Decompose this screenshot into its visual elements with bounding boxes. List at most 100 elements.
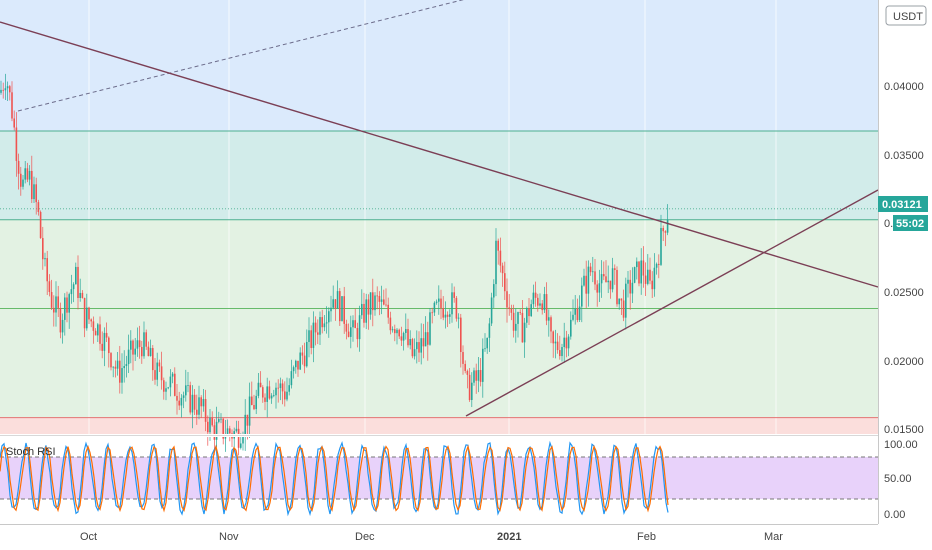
candle-body bbox=[413, 349, 416, 357]
candle-body bbox=[429, 312, 431, 345]
candle-body bbox=[499, 250, 502, 266]
candle-body bbox=[11, 92, 13, 119]
stoch-rsi-pane[interactable]: Stoch RSI bbox=[0, 440, 878, 517]
candle-body bbox=[405, 329, 407, 333]
candle-body bbox=[288, 385, 290, 392]
candle-body bbox=[251, 396, 253, 405]
countdown-badge: 0. 55:02 bbox=[884, 215, 928, 231]
candle-body bbox=[501, 265, 504, 274]
candle-body bbox=[431, 312, 433, 314]
candle-body bbox=[339, 291, 341, 322]
candle-body bbox=[495, 240, 497, 285]
candle-body bbox=[526, 308, 528, 323]
candle-body bbox=[174, 373, 176, 396]
stoch-k-line bbox=[0, 440, 669, 517]
price-axis[interactable]: 0.04000 0.03500 0.02500 0.02000 0.01500 … bbox=[878, 0, 932, 524]
candle-body bbox=[9, 86, 11, 93]
candle-body bbox=[642, 260, 645, 276]
candle-body bbox=[240, 443, 242, 448]
candle-body bbox=[295, 360, 297, 368]
price-zones bbox=[0, 0, 878, 434]
candle-body bbox=[132, 340, 134, 355]
currency-button[interactable]: USDT bbox=[885, 5, 927, 26]
candle-body bbox=[596, 284, 598, 293]
candle-body bbox=[108, 337, 110, 354]
candle-body bbox=[561, 347, 563, 357]
candle-body bbox=[411, 338, 414, 357]
candle-body bbox=[655, 263, 658, 268]
descending-trend-line[interactable] bbox=[0, 21, 879, 288]
candle-body bbox=[2, 89, 4, 91]
candle-body bbox=[90, 319, 92, 322]
candle-body bbox=[420, 338, 422, 353]
candle-body bbox=[61, 319, 64, 333]
candle-body bbox=[457, 317, 460, 319]
candle-body bbox=[658, 263, 660, 265]
candle-body bbox=[556, 341, 559, 351]
countdown-text: 55:02 bbox=[896, 218, 924, 230]
candle-body bbox=[314, 322, 317, 333]
candle-body bbox=[460, 317, 462, 353]
candle-body bbox=[354, 320, 356, 329]
candle-body bbox=[385, 304, 387, 306]
candle-body bbox=[662, 228, 664, 232]
candle-body bbox=[620, 298, 623, 301]
candle-body bbox=[548, 317, 550, 321]
candle-body bbox=[574, 308, 576, 315]
candle-body bbox=[286, 391, 288, 400]
candle-body bbox=[402, 332, 405, 341]
candle-body bbox=[53, 307, 55, 313]
candle-body bbox=[152, 348, 154, 371]
candle-body bbox=[189, 385, 191, 413]
candle-body bbox=[156, 362, 158, 380]
candle-body bbox=[365, 299, 367, 323]
candle-body bbox=[523, 322, 526, 343]
candle-body bbox=[607, 280, 609, 283]
candle-body bbox=[167, 387, 169, 389]
candle-body bbox=[603, 274, 605, 277]
candle-body bbox=[466, 370, 469, 375]
candle-body bbox=[517, 312, 519, 324]
candle-body bbox=[169, 376, 172, 388]
candle-body bbox=[92, 321, 95, 331]
candle-body bbox=[609, 280, 612, 290]
candle-body bbox=[592, 271, 594, 273]
candle-body bbox=[281, 383, 284, 392]
indicator-title[interactable]: Stoch RSI bbox=[6, 446, 56, 458]
candle-body bbox=[565, 337, 568, 349]
candle-body bbox=[332, 299, 334, 308]
candle-body bbox=[594, 271, 596, 285]
candle-body bbox=[123, 366, 125, 369]
stoch-d-line bbox=[0, 444, 669, 513]
ascending-trend-line[interactable] bbox=[465, 189, 879, 417]
candle-body bbox=[614, 268, 616, 270]
candle-body bbox=[336, 291, 339, 309]
candle-body bbox=[317, 332, 319, 335]
candle-body bbox=[422, 338, 425, 347]
candle-body bbox=[578, 306, 581, 321]
candle-body bbox=[341, 296, 343, 322]
trend-lines[interactable] bbox=[0, 0, 879, 417]
price-badge-text: 0.03121 bbox=[882, 199, 922, 211]
candle-body bbox=[176, 395, 178, 401]
candle-body bbox=[268, 386, 271, 399]
time-tick-2021: 2021 bbox=[497, 531, 521, 543]
dashed-trend-line[interactable] bbox=[17, 0, 470, 112]
candle-body bbox=[70, 289, 73, 295]
candle-body bbox=[97, 324, 99, 336]
candle-body bbox=[380, 299, 383, 302]
candle-body bbox=[497, 240, 499, 251]
candle-body bbox=[653, 267, 656, 290]
price-tick-0.01500: 0.01500 bbox=[884, 424, 924, 436]
candle-body bbox=[312, 322, 315, 348]
candle-body bbox=[270, 395, 273, 399]
candle-body bbox=[248, 396, 251, 426]
candle-body bbox=[644, 275, 647, 284]
candle-body bbox=[88, 307, 90, 320]
time-axis[interactable]: Oct Nov Dec 2021 Feb Mar bbox=[0, 524, 932, 550]
candle-body bbox=[266, 386, 268, 402]
candle-body bbox=[198, 397, 200, 415]
candle-body bbox=[262, 387, 264, 398]
candle-body bbox=[319, 317, 321, 335]
